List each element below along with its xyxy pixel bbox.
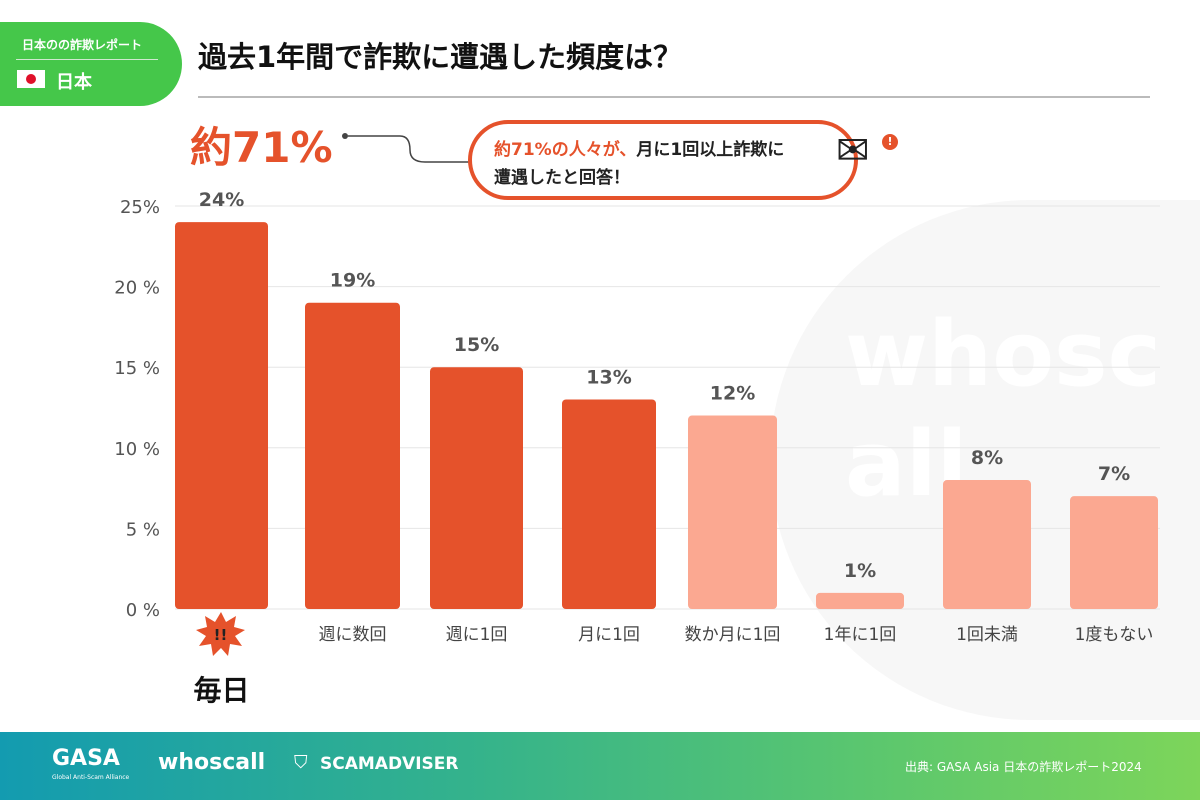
y-tick-label: 15 %: [114, 358, 160, 379]
data-label: 13%: [586, 366, 631, 388]
whoscall-logo: whoscall: [158, 750, 266, 775]
bar: [305, 302, 400, 609]
exclamation-icon: !!: [214, 626, 228, 644]
bar: [1070, 496, 1158, 609]
burst-icon: [196, 612, 245, 656]
bar: [816, 592, 904, 609]
callout-highlight: 約71%の人々が、: [494, 140, 637, 160]
divider: [16, 59, 158, 60]
envelope-icon: ✉: [836, 128, 870, 174]
y-tick-label: 25%: [120, 197, 160, 218]
x-tick-label: 1度もない: [1075, 625, 1154, 645]
x-tick-label: 毎日: [193, 674, 249, 707]
callout: 約71%の人々が、月に1回以上詐欺に 遭遇したと回答！: [468, 120, 858, 200]
shield-icon: ⛉: [294, 752, 308, 773]
bar: [943, 480, 1031, 609]
divider: [198, 96, 1150, 98]
bar: [688, 415, 777, 609]
x-tick-label: 月に1回: [578, 625, 640, 645]
bar: [430, 367, 523, 609]
scamadviser-logo: SCAMADVISER: [320, 754, 459, 774]
y-tick-label: 5 %: [126, 519, 160, 540]
data-label: 24%: [199, 189, 244, 211]
y-tick-label: 20 %: [114, 278, 160, 299]
watermark: whoscall: [845, 302, 1161, 517]
callout-text: 月に1回以上詐欺に: [636, 140, 785, 160]
footer: GASA Global Anti-Scam Alliance whoscall …: [0, 732, 1200, 800]
x-tick-label: 1年に1回: [824, 625, 897, 645]
x-tick-label: 数か月に1回: [685, 625, 781, 645]
data-label: 7%: [1098, 463, 1130, 485]
source-note: 出典: GASA Asia 日本の詐欺レポート2024: [905, 760, 1142, 774]
alert-icon: !: [882, 134, 898, 150]
report-badge: 日本のの詐欺レポート 日本: [0, 22, 182, 106]
x-tick-label: 週に数回: [319, 625, 387, 645]
headline-stat: 約71%: [190, 123, 333, 172]
data-label: 19%: [330, 270, 375, 292]
data-label: 12%: [710, 383, 755, 405]
y-tick-label: 0 %: [126, 600, 160, 621]
bar: [175, 222, 268, 609]
x-tick-label: 週に1回: [446, 625, 508, 645]
data-label: 1%: [844, 560, 876, 582]
data-label: 15%: [454, 334, 499, 356]
callout-text: 遭遇したと回答！: [494, 168, 630, 188]
bar: [562, 399, 656, 609]
x-tick-label: 1回未満: [956, 625, 1018, 645]
country: 日本: [56, 72, 92, 93]
report-name: 日本のの詐欺レポート: [22, 38, 143, 52]
data-label: 8%: [971, 447, 1003, 469]
page-title: 過去1年間で詐欺に遭遇した頻度は？: [198, 40, 683, 74]
japan-flag-icon: [17, 70, 45, 88]
y-tick-label: 10 %: [114, 439, 160, 460]
gasa-logo: GASA: [52, 746, 120, 771]
gasa-tagline: Global Anti-Scam Alliance: [52, 774, 130, 781]
